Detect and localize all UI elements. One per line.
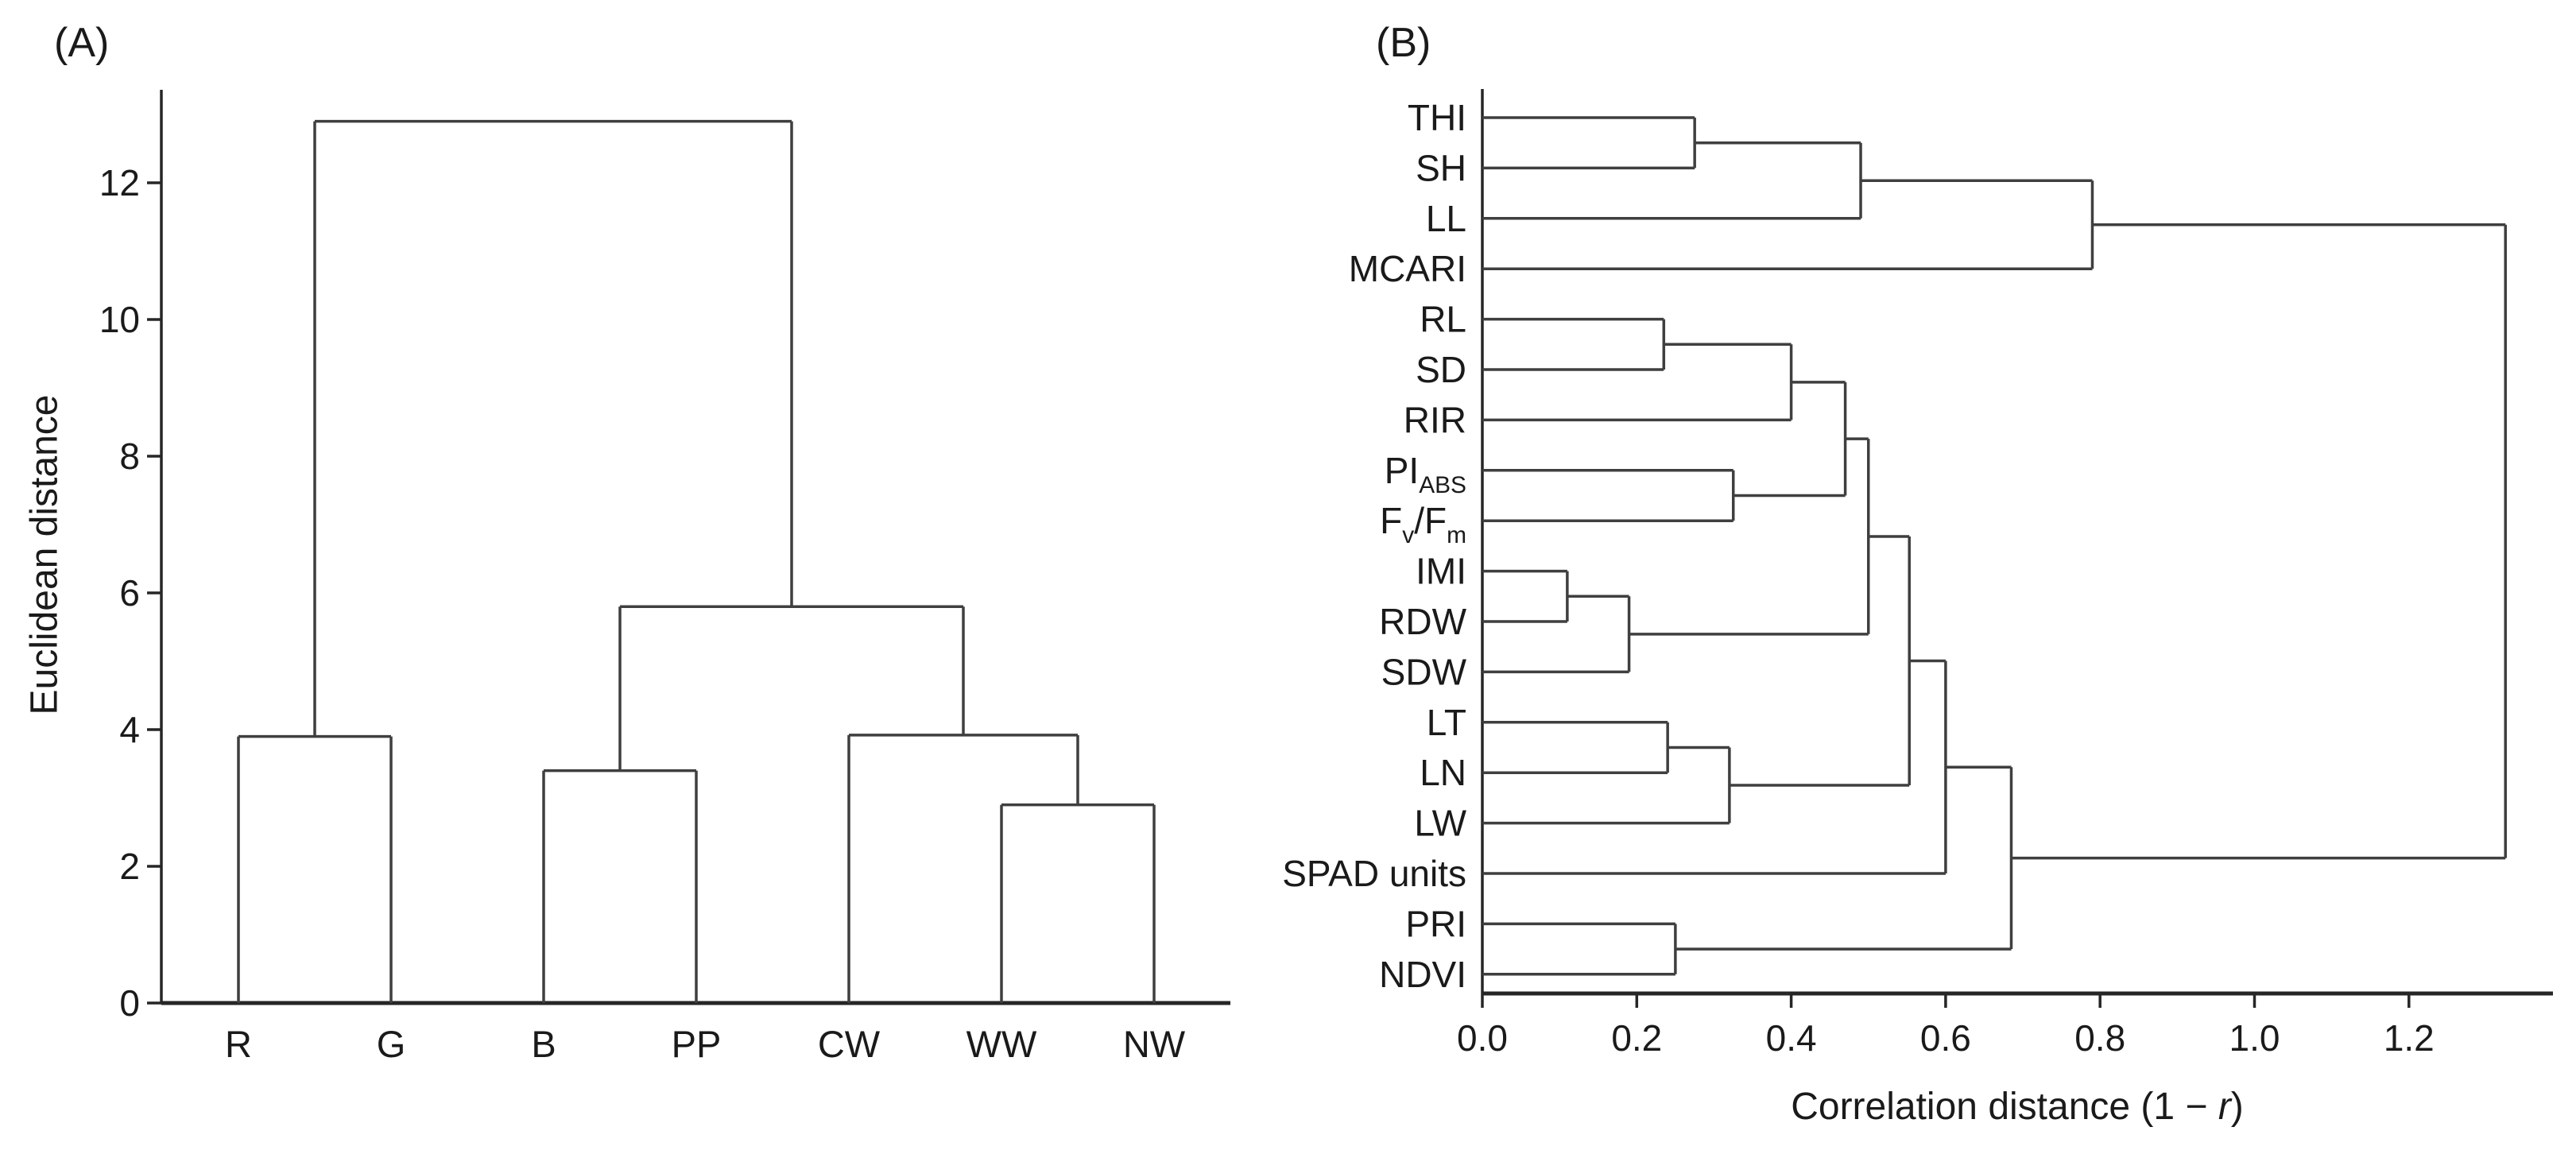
panel-b-leaf-label: Fv/Fm xyxy=(1380,500,1466,548)
panel-b-leaf-label: PRI xyxy=(1405,903,1466,944)
panel-b-title: (B) xyxy=(1376,20,1431,66)
panel-b-leaf-label: LW xyxy=(1414,803,1466,844)
panel-b-leaf-label: RIR xyxy=(1404,399,1466,440)
panel-a-leaf-label: B xyxy=(531,1023,556,1065)
panel-a-leaf-label: PP xyxy=(672,1023,722,1065)
panel-b-leaf-label: SPAD units xyxy=(1282,853,1466,894)
panel-a-leaf-label: NW xyxy=(1123,1023,1186,1065)
panel-b-x-tick-label: 0.8 xyxy=(2074,1017,2125,1059)
panel-a-y-tick-label: 6 xyxy=(119,572,140,614)
panel-b-x-tick-label: 1.0 xyxy=(2229,1017,2280,1059)
panel-b-leaf-label: RL xyxy=(1420,299,1466,340)
panel-b-leaf-label: LL xyxy=(1426,198,1466,239)
panel-a-y-tick-label: 12 xyxy=(99,162,140,203)
panel-b-leaf-label: LN xyxy=(1420,752,1466,793)
panel-b-x-axis-label: Correlation distance (1 − r) xyxy=(1791,1086,2244,1128)
panel-a-dendrogram: 0 2 4 6 8 10 12 R G B PP CW WW NW xyxy=(99,90,1230,1065)
panel-b-leaf-label: MCARI xyxy=(1349,248,1466,289)
panel-b-x-tick-label: 0.2 xyxy=(1611,1017,1662,1059)
panel-b-dendrogram: 0.0 0.2 0.4 0.6 0.8 1.0 1.2 Correlation distanc… xyxy=(1282,89,2553,1128)
panel-a-title: (A) xyxy=(54,20,110,66)
panel-b-leaf-label: SDW xyxy=(1381,651,1467,692)
panel-a-y-tick-label: 10 xyxy=(99,299,140,340)
panel-a-dendrogram-links xyxy=(237,119,1156,1003)
panel-b-leaf-label: IMI xyxy=(1416,551,1466,592)
panel-b-leaf-label: SD xyxy=(1416,349,1466,390)
panel-b-x-tick-label: 0.4 xyxy=(1766,1017,1817,1059)
panel-b-dendrogram-links xyxy=(1482,116,2507,976)
panel-b-x-tick-label: 0.6 xyxy=(1920,1017,1971,1059)
panel-b-leaf-label: THI xyxy=(1408,97,1466,138)
panel-b-leaf-label: NDVI xyxy=(1379,954,1466,995)
panel-a-leaf-label: WW xyxy=(966,1023,1037,1065)
panel-a-leaf-label: R xyxy=(225,1023,252,1065)
panel-b-leaf-label: LT xyxy=(1427,702,1466,743)
panel-b-x-tick-label: 1.2 xyxy=(2384,1017,2435,1059)
panel-a-leaf-label: CW xyxy=(818,1023,881,1065)
panel-a-y-tick-label: 4 xyxy=(119,709,140,750)
panel-a-leaf-label: G xyxy=(377,1023,406,1065)
panel-a-y-tick-label: 2 xyxy=(119,846,140,887)
panel-a-y-tick-label: 8 xyxy=(119,436,140,477)
panel-a-y-tick-label: 0 xyxy=(119,982,140,1024)
panel-b-leaf-label: SH xyxy=(1416,147,1466,188)
panel-b-leaf-label: RDW xyxy=(1379,601,1466,642)
panel-b-leaf-label: PIABS xyxy=(1385,450,1466,498)
panel-b-x-tick-label: 0.0 xyxy=(1457,1017,1508,1059)
